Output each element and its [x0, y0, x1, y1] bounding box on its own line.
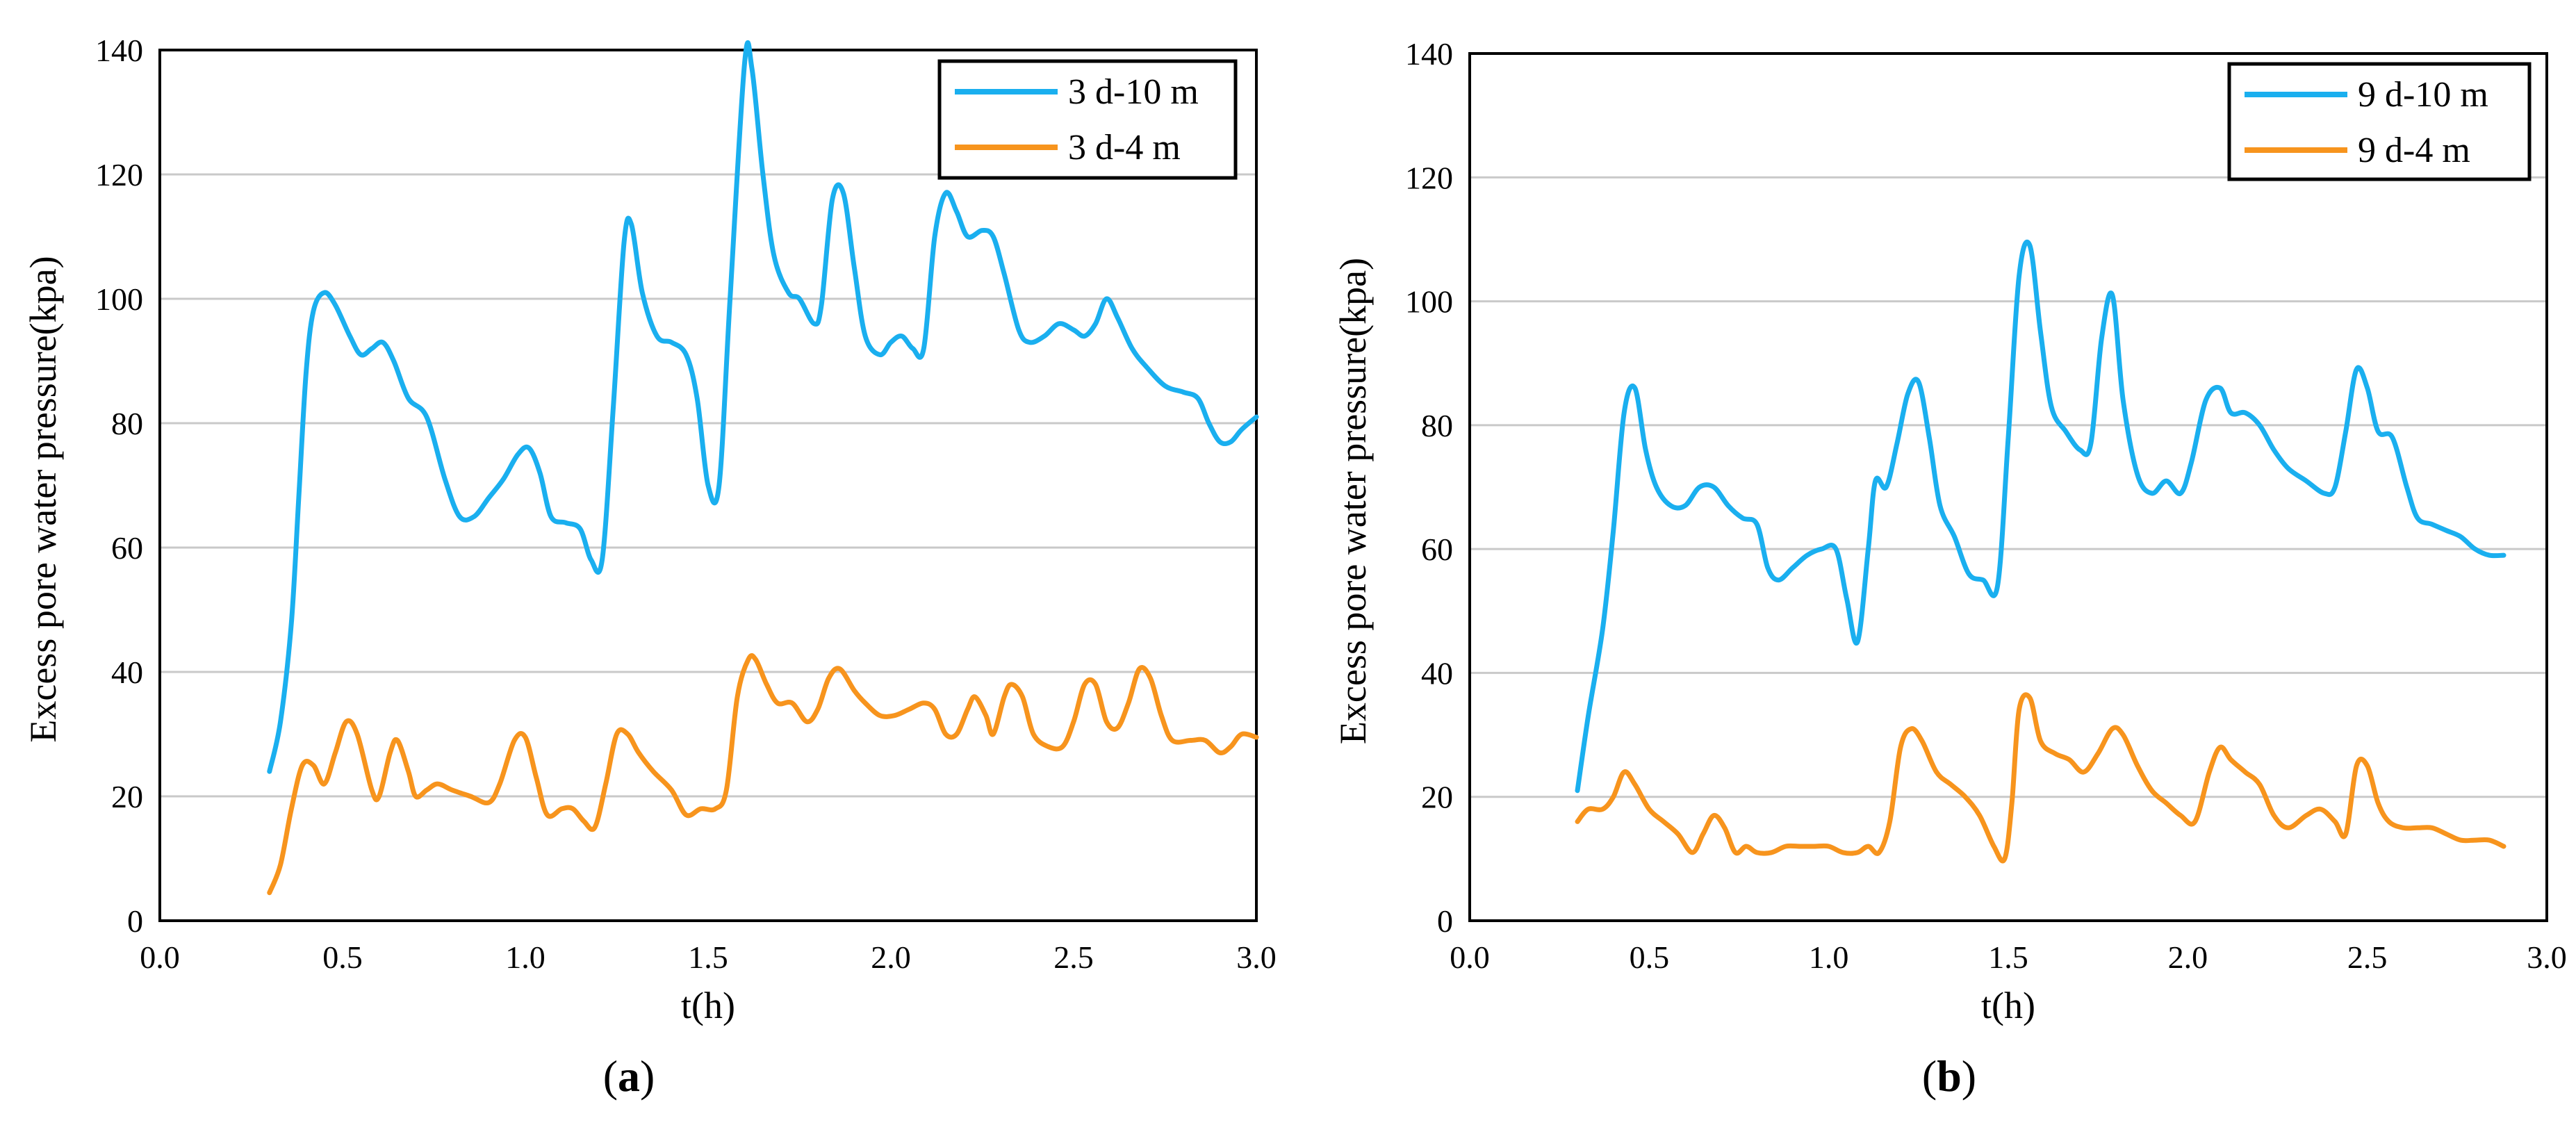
series-line-3-d-10-m	[267, 40, 1259, 774]
y-tick-label: 140	[1405, 36, 1453, 72]
legend-label: 9 d-10 m	[2358, 75, 2488, 115]
series-line-3-d-4-m	[267, 653, 1259, 896]
y-tick-label: 60	[1421, 532, 1453, 567]
x-axis-label: t(h)	[681, 985, 735, 1026]
x-tick-label: 2.0	[871, 939, 911, 975]
y-tick-label: 40	[1421, 655, 1453, 691]
y-tick-label: 0	[1437, 903, 1453, 939]
x-tick-label: 1.5	[1988, 939, 2028, 975]
caption-close: )	[640, 1051, 655, 1101]
chart-panel-b: 0 20 40 60 80 100 120 140 0.0 0.5 1.0 1.5 2.0 2.5 3.0 t…	[1332, 36, 2567, 1101]
y-tick-label: 100	[95, 281, 143, 317]
panel-caption: (b)	[1922, 1051, 1976, 1101]
plot-area-border	[158, 49, 1258, 922]
y-tick-label: 80	[111, 406, 143, 441]
x-tick-label: 0.5	[322, 939, 363, 975]
legend-label: 3 d-10 m	[1068, 72, 1199, 112]
series-line-9-d-10-m	[1575, 239, 2507, 794]
chart-panel-a: 0 20 40 60 80 100 120 140 0.0 0.5 1.0 1.5 2.0 2.5 3.0 t…	[22, 33, 1277, 1101]
y-tick-label: 100	[1405, 284, 1453, 320]
y-tick-label: 20	[111, 779, 143, 814]
x-tick-label: 1.0	[505, 939, 545, 975]
x-tick-label: 0.0	[1450, 939, 1490, 975]
y-axis-label: Excess pore water pressure(kpa)	[22, 256, 64, 742]
x-tick-label: 2.5	[1053, 939, 1094, 975]
y-tick-label: 120	[1405, 160, 1453, 195]
panel-caption: (a)	[603, 1051, 655, 1101]
x-tick-label: 0.0	[140, 939, 180, 975]
x-tick-label: 2.0	[2168, 939, 2208, 975]
legend-label: 3 d-4 m	[1068, 128, 1181, 167]
x-tick-label: 1.0	[1809, 939, 1849, 975]
plot-area-border	[1468, 52, 2548, 922]
x-tick-label: 1.5	[688, 939, 728, 975]
legend-label: 9 d-4 m	[2358, 131, 2470, 170]
x-tick-label: 0.5	[1630, 939, 1670, 975]
x-tick-label: 3.0	[1236, 939, 1277, 975]
y-tick-label: 40	[111, 655, 143, 690]
y-tick-label: 20	[1421, 780, 1453, 815]
y-tick-label: 80	[1421, 408, 1453, 443]
y-tick-label: 120	[95, 157, 143, 192]
series-line-9-d-4-m	[1575, 692, 2507, 864]
caption-open: (	[603, 1051, 618, 1101]
caption-letter: b	[1937, 1051, 1962, 1101]
x-tick-label: 3.0	[2527, 939, 2567, 975]
caption-open: (	[1922, 1051, 1937, 1101]
caption-letter: a	[618, 1051, 640, 1101]
y-tick-label: 140	[95, 33, 143, 68]
legend-box	[937, 59, 1238, 180]
x-axis-label: t(h)	[1981, 985, 2035, 1026]
y-axis-label: Excess pore water pressure(kpa)	[1332, 258, 1374, 744]
x-tick-label: 2.5	[2347, 939, 2388, 975]
caption-close: )	[1962, 1051, 1976, 1101]
legend-box	[2227, 62, 2532, 181]
y-tick-label: 0	[127, 903, 143, 939]
y-tick-label: 60	[111, 530, 143, 566]
